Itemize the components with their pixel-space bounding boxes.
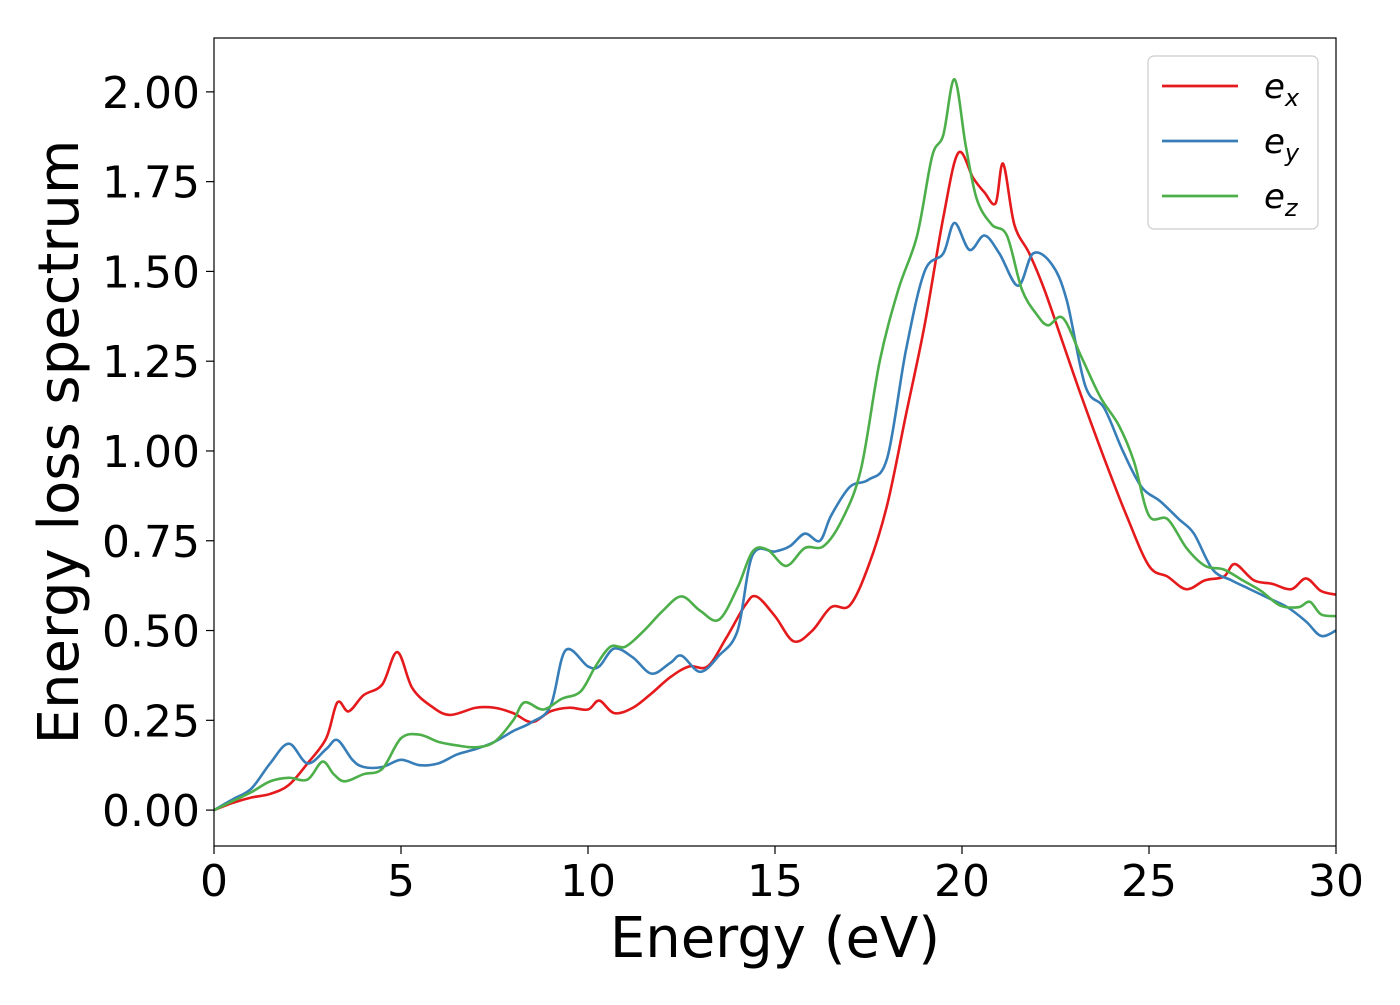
legend-label: ez xyxy=(1264,177,1299,222)
legend-box xyxy=(1147,55,1319,230)
series-line-e-y xyxy=(214,221,1336,812)
y-tick-label: 0.25 xyxy=(102,696,200,747)
series-line-e-z xyxy=(214,77,1336,812)
x-tick-label: 10 xyxy=(560,856,616,907)
x-tick-label: 0 xyxy=(200,856,228,907)
y-axis-title: Energy loss spectrum xyxy=(27,140,92,745)
series-layer xyxy=(214,77,1336,812)
legend-label: ex xyxy=(1264,67,1300,112)
legend: ex ey ez xyxy=(1147,55,1319,230)
x-tick-label: 15 xyxy=(747,856,803,907)
x-tick-label: 5 xyxy=(387,856,415,907)
y-tick-label: 1.25 xyxy=(102,337,200,388)
y-tick-label: 1.75 xyxy=(102,158,200,209)
y-tick-label: 2.00 xyxy=(102,68,200,119)
x-tick-label: 25 xyxy=(1121,856,1177,907)
y-tick-label: 0.50 xyxy=(102,607,200,658)
legend-label: ey xyxy=(1264,122,1300,167)
x-axis-title: Energy (eV) xyxy=(610,906,940,971)
y-axis: 0.00 0.25 0.50 0.75 1.00 1.25 1.50 1.75 2.00 xyxy=(102,68,214,837)
y-tick-label: 0.00 xyxy=(102,786,200,837)
x-tick-label: 30 xyxy=(1308,856,1364,907)
x-tick-label: 20 xyxy=(934,856,990,907)
y-tick-label: 0.75 xyxy=(102,517,200,568)
y-tick-label: 1.00 xyxy=(102,427,200,478)
series-line-e-x xyxy=(214,150,1336,812)
y-tick-label: 1.50 xyxy=(102,247,200,298)
x-axis: 0 5 10 15 20 25 30 xyxy=(200,846,1364,907)
